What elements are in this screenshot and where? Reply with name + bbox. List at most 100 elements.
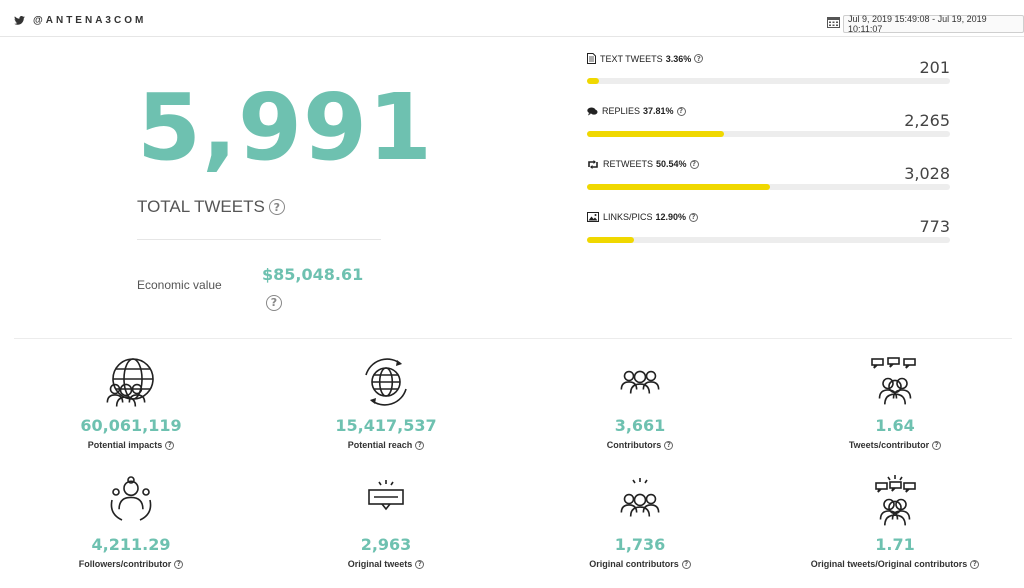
tweet-type-row: LINKS/PICS 12.90%? 773 <box>587 212 950 252</box>
metric-card: 60,061,119 Potential impacts? <box>31 355 231 450</box>
metric-label-text: Original tweets <box>347 559 413 569</box>
help-icon[interactable]: ? <box>694 54 704 63</box>
tweet-type-count: 3,028 <box>904 164 950 183</box>
globe-refresh-icon <box>365 358 407 406</box>
tweet-type-percent: 12.90% <box>655 212 687 222</box>
metric-card: 4,211.29 Followers/contributor? <box>31 474 231 569</box>
help-icon[interactable]: ? <box>165 440 175 450</box>
metric-label: Potential reach? <box>286 440 486 450</box>
metric-card: 3,661 Contributors? <box>540 355 740 450</box>
total-tweets-label: TOTAL TWEETS ? <box>137 197 285 217</box>
help-icon[interactable]: ? <box>689 212 699 222</box>
progress-track <box>587 237 950 243</box>
tweet-type-name: REPLIES <box>602 106 641 116</box>
help-icon[interactable]: ? <box>415 440 425 450</box>
group-icon <box>620 370 660 394</box>
metric-value: 3,661 <box>614 416 666 435</box>
metric-card: 1.64 Tweets/contributor? <box>795 355 995 450</box>
metric-value: 4,211.29 <box>91 535 171 554</box>
metric-card: 1.71 Original tweets/Original contributor… <box>795 474 995 569</box>
metric-label-text: Potential reach <box>347 440 413 450</box>
top-bar: @ANTENA3COM Jul 9, 2019 15:49:08 - Jul 1… <box>0 0 1024 37</box>
people-chat-spark-icon <box>875 475 916 526</box>
metric-label-text: Followers/contributor <box>78 559 172 569</box>
metric-label: Original tweets? <box>286 559 486 569</box>
message-spark-icon <box>368 480 404 511</box>
network-icon <box>110 476 152 521</box>
tweet-type-name: TEXT TWEETS <box>600 53 663 64</box>
tweet-type-percent: 37.81% <box>643 106 674 116</box>
date-range-picker[interactable]: Jul 9, 2019 15:49:08 - Jul 19, 2019 10:1… <box>843 14 1024 34</box>
metric-value: 60,061,119 <box>80 416 182 435</box>
globe-people-icon <box>106 358 154 407</box>
help-icon[interactable]: ? <box>268 199 285 215</box>
help-icon[interactable]: ? <box>970 559 980 569</box>
tweet-type-label: TEXT TWEETS 3.36%? <box>587 53 704 64</box>
metric-label-text: Contributors <box>606 440 662 450</box>
progress-fill <box>587 78 600 84</box>
help-icon[interactable]: ? <box>664 440 674 450</box>
tweet-type-label: LINKS/PICS 12.90%? <box>587 212 699 222</box>
progress-fill <box>587 131 725 137</box>
economic-value: $85,048.61 <box>262 265 364 284</box>
metric-label: Original tweets/Original contributors? <box>795 559 995 569</box>
progress-track <box>587 131 950 137</box>
economic-value-label: Economic value <box>137 278 222 292</box>
metric-label-text: Original tweets/Original contributors <box>810 559 968 569</box>
tweet-type-count: 201 <box>919 58 950 77</box>
tweet-type-row: RETWEETS 50.54%? 3,028 <box>587 159 950 199</box>
section-divider <box>14 338 1012 339</box>
help-icon[interactable]: ? <box>174 559 184 569</box>
tweet-type-name: LINKS/PICS <box>603 212 653 222</box>
speech-bubble-icon <box>587 107 600 116</box>
document-icon <box>587 53 598 64</box>
metric-label: Potential impacts? <box>31 440 231 450</box>
metric-value: 15,417,537 <box>335 416 437 435</box>
metric-label: Followers/contributor? <box>31 559 231 569</box>
handle-text: @ANTENA3COM <box>33 15 147 26</box>
account-handle[interactable]: @ANTENA3COM <box>14 15 146 26</box>
metric-label-text: Tweets/contributor <box>848 440 930 450</box>
progress-track <box>587 184 950 190</box>
retweet-icon <box>587 159 601 169</box>
metric-value: 1.71 <box>875 535 915 554</box>
economic-help[interactable]: ? <box>262 293 282 311</box>
metric-card: 15,417,537 Potential reach? <box>286 355 486 450</box>
tweet-type-percent: 50.54% <box>656 159 687 169</box>
people-chat-icon <box>871 357 916 405</box>
help-icon[interactable]: ? <box>266 294 282 311</box>
tweet-type-row: REPLIES 37.81%? 2,265 <box>587 106 950 146</box>
calendar-icon[interactable] <box>827 16 840 28</box>
help-icon[interactable]: ? <box>681 559 691 569</box>
tweet-type-row: TEXT TWEETS 3.36%? 201 <box>587 53 950 93</box>
total-tweets-value: 5,991 <box>137 74 434 181</box>
metric-card: 2,963 Original tweets? <box>286 474 486 569</box>
metric-label: Contributors? <box>540 440 740 450</box>
progress-fill <box>587 237 634 243</box>
twitter-bird-icon <box>14 16 25 25</box>
progress-track <box>587 78 950 84</box>
tweet-type-label: REPLIES 37.81%? <box>587 106 686 116</box>
tweet-type-percent: 3.36% <box>665 53 692 64</box>
tweet-type-count: 773 <box>919 217 950 236</box>
tweet-type-label: RETWEETS 50.54%? <box>587 159 699 169</box>
metric-label-text: Original contributors <box>589 559 679 569</box>
tweet-type-count: 2,265 <box>904 111 950 130</box>
total-tweets-text: TOTAL TWEETS <box>137 197 265 216</box>
metric-value: 2,963 <box>360 535 412 554</box>
metric-value: 1,736 <box>614 535 666 554</box>
divider <box>137 239 381 240</box>
metric-label: Tweets/contributor? <box>795 440 995 450</box>
metric-label: Original contributors? <box>540 559 740 569</box>
help-icon[interactable]: ? <box>932 440 942 450</box>
tweet-type-name: RETWEETS <box>603 159 654 169</box>
help-icon[interactable]: ? <box>676 106 686 116</box>
group-spark-icon <box>620 478 660 517</box>
help-icon[interactable]: ? <box>689 159 699 169</box>
metric-label-text: Potential impacts <box>87 440 163 450</box>
metric-card: 1,736 Original contributors? <box>540 474 740 569</box>
metric-value: 1.64 <box>875 416 915 435</box>
image-icon <box>587 212 601 222</box>
help-icon[interactable]: ? <box>415 559 425 569</box>
progress-fill <box>587 184 771 190</box>
